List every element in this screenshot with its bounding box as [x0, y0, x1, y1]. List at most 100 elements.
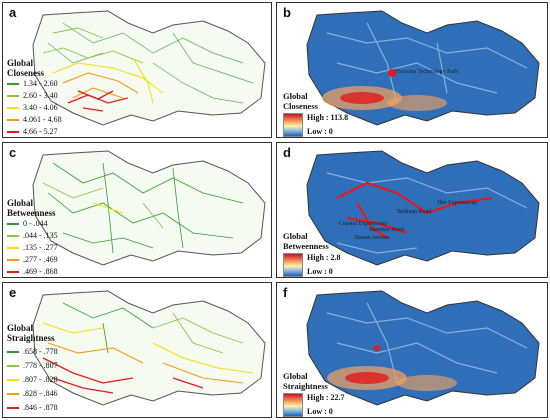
map-annotation: Shennan Road	[369, 227, 404, 233]
ramp-high-label: High : 113.8	[307, 113, 349, 122]
legend-item: .846 - .878	[7, 403, 58, 412]
map-annotation: Jihe Expressway	[437, 200, 478, 206]
legend-title: Global Straightness	[283, 371, 328, 391]
legend-item: .044 - .135	[7, 231, 58, 240]
legend-item-label: .846 - .878	[23, 403, 58, 412]
map-outline	[32, 150, 266, 266]
legend-item-label: .658 - .778	[23, 347, 58, 356]
legend-item-label: 4.66 - 5.27	[23, 127, 58, 136]
map-outline	[306, 150, 540, 266]
legend-title-line2: Closeness	[7, 68, 45, 78]
legend-item-label: .135 - .277	[23, 243, 58, 252]
map-annotation: Beihuan Road	[397, 209, 432, 215]
panel-label: e	[9, 285, 17, 300]
legend-item-label: 4.061 - 4.68	[23, 115, 62, 124]
legend-item-label: 3.40 - 4.06	[23, 103, 58, 112]
legend-item: .135 - .277	[7, 243, 58, 252]
panel-f: f Global Straightness High : 22.7 Low : …	[276, 282, 548, 418]
legend-item-label: .828 - .846	[23, 389, 58, 398]
legend-swatch	[7, 247, 19, 250]
legend-item: .778 - .807	[7, 361, 58, 370]
legend-item: 4.66 - 5.27	[7, 127, 58, 136]
legend-item: 4.061 - 4.68	[7, 115, 62, 124]
legend-item-label: .044 - .135	[23, 231, 58, 240]
panel-label: b	[283, 5, 291, 20]
legend-item: .658 - .778	[7, 347, 58, 356]
legend-item: .469 - .868	[7, 267, 58, 276]
panel-a: a Global Closeness 1.34 - 2.60 2.60 - 3.…	[2, 2, 272, 138]
legend-title-line1: Global	[283, 371, 308, 381]
legend-title: Global Straightness	[7, 323, 55, 343]
ramp-low-label: Low : 0	[307, 267, 333, 276]
color-ramp	[283, 393, 303, 417]
map-a	[32, 10, 266, 126]
legend-item: 0 - .044	[7, 219, 48, 228]
legend-title: Global Betweenness	[283, 231, 329, 251]
legend-swatch	[7, 379, 19, 382]
legend-title-line1: Global	[7, 323, 34, 333]
map-c	[32, 150, 266, 266]
legend-swatch	[7, 407, 19, 410]
panel-b: b Foxconn Technology Park Global Closene…	[276, 2, 548, 138]
legend-title-line1: Global	[283, 91, 308, 101]
ramp-low-label: Low : 0	[307, 127, 333, 136]
ramp-high-label: High : 22.7	[307, 393, 345, 402]
legend-swatch	[7, 131, 19, 134]
panel-label: a	[9, 5, 17, 20]
color-ramp	[283, 113, 303, 137]
legend-item-label: .807 - .828	[23, 375, 58, 384]
map-e	[32, 290, 266, 406]
legend-item: 1.34 - 2.60	[7, 79, 58, 88]
legend-swatch	[7, 107, 19, 110]
legend-item-label: 1.34 - 2.60	[23, 79, 58, 88]
map-d	[306, 150, 540, 266]
legend-swatch	[7, 83, 19, 86]
panel-label: f	[283, 285, 288, 300]
legend-item: 3.40 - 4.06	[7, 103, 58, 112]
map-outline	[32, 10, 266, 126]
ramp-high-label: High : 2.8	[307, 253, 341, 262]
legend-swatch	[7, 95, 19, 98]
legend-title-line2: Closeness	[283, 101, 318, 111]
map-outline	[32, 290, 266, 406]
panel-label: c	[9, 145, 17, 160]
legend-title-line2: Betweenness	[7, 208, 56, 218]
map-annotation: Foxconn Technology Park	[395, 69, 459, 75]
legend-item: .277 - .469	[7, 255, 58, 264]
legend-item-label: 0 - .044	[23, 219, 48, 228]
legend-swatch	[7, 259, 19, 262]
legend-swatch	[7, 223, 19, 226]
ramp-low-label: Low : 0	[307, 407, 333, 416]
panel-label: d	[283, 145, 291, 160]
legend-item-label: 2.60 - 3.40	[23, 91, 58, 100]
legend-title-line1: Global	[283, 231, 308, 241]
legend-item-label: .469 - .868	[23, 267, 58, 276]
color-ramp	[283, 253, 303, 277]
legend-title-line1: Global	[7, 58, 34, 68]
legend-title-line2: Straightness	[283, 381, 328, 391]
legend-item: .828 - .846	[7, 389, 58, 398]
legend-title-line1: Global	[7, 198, 34, 208]
legend-item-label: .277 - .469	[23, 255, 58, 264]
legend-item: 2.60 - 3.40	[7, 91, 58, 100]
legend-title-line2: Betweenness	[283, 241, 329, 251]
map-f	[306, 290, 540, 406]
panel-c: c Global Betweenness 0 - .044 .044 - .13…	[2, 142, 272, 278]
map-annotation: Coastal Expressway	[339, 221, 388, 227]
map-annotation: Baoan Avenue	[355, 235, 390, 241]
legend-swatch	[7, 119, 19, 122]
legend-swatch	[7, 235, 19, 238]
legend-title: Global Betweenness	[7, 198, 56, 218]
legend-item-label: .778 - .807	[23, 361, 58, 370]
panel-d: d Jihe Expressway Coastal Expressway She…	[276, 142, 548, 278]
legend-title: Global Closeness	[7, 58, 44, 78]
panel-e: e Global Straightness .658 - .778 .778 -…	[2, 282, 272, 418]
legend-item: .807 - .828	[7, 375, 58, 384]
legend-swatch	[7, 351, 19, 354]
map-b	[306, 10, 540, 126]
legend-title: Global Closeness	[283, 91, 318, 111]
legend-swatch	[7, 271, 19, 274]
legend-swatch	[7, 393, 19, 396]
legend-title-line2: Straightness	[7, 333, 55, 343]
legend-swatch	[7, 365, 19, 368]
